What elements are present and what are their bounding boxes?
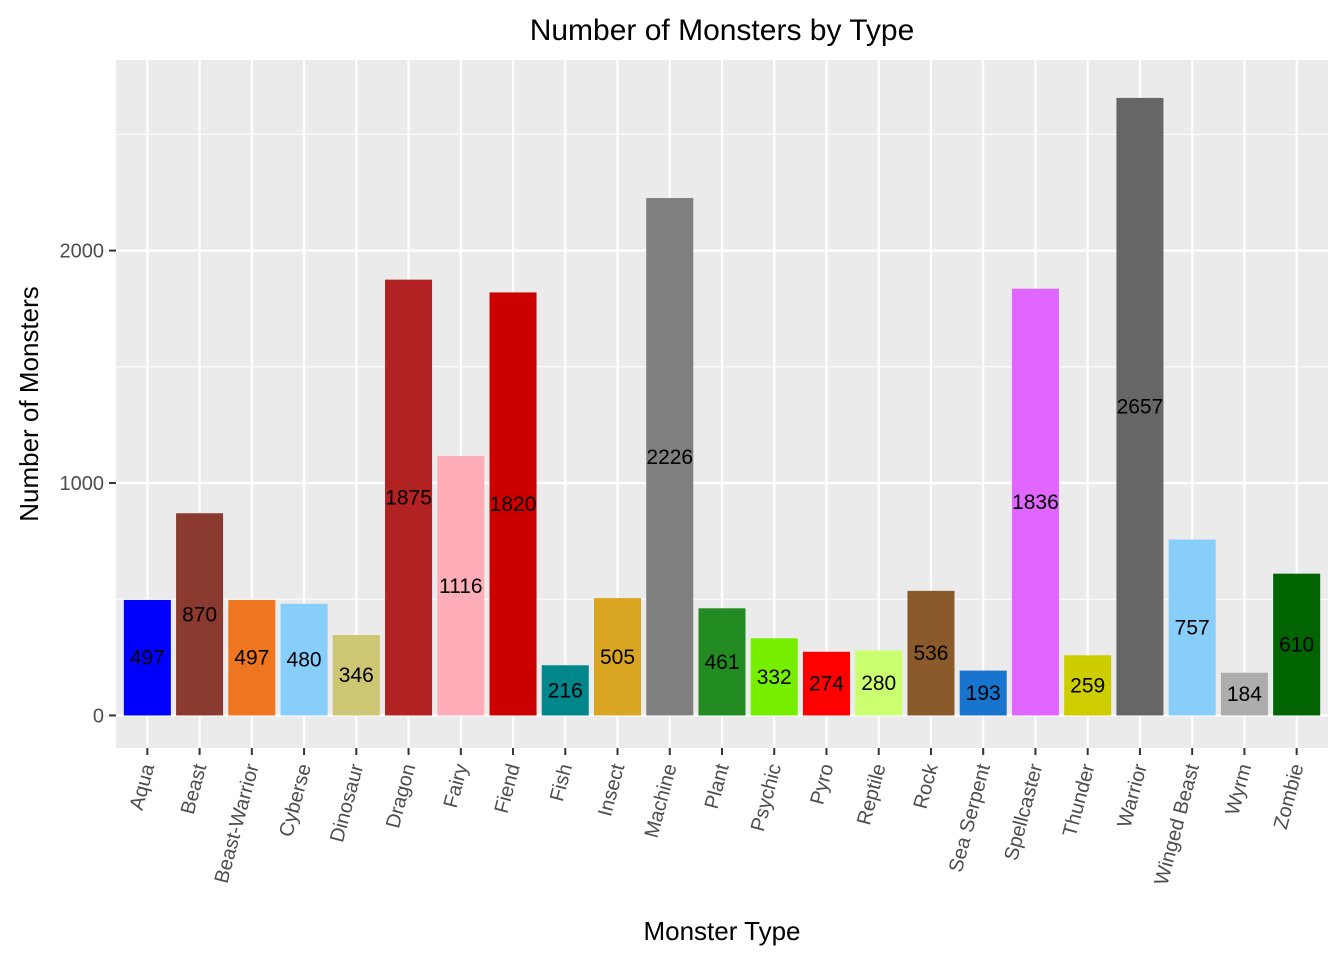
bar-value-label: 2657 [1117, 396, 1164, 419]
bar-beast [176, 513, 224, 716]
bar-value-label: 193 [966, 682, 1001, 705]
x-tick-label: Aqua [126, 761, 160, 813]
x-tick-label: Plant [701, 761, 734, 811]
bar-value-label: 259 [1070, 674, 1105, 697]
x-axis: Aqua Beast Beast-Warrior Cyberse Dinosaur Dra… [126, 748, 1309, 888]
bar-value-label: 497 [130, 647, 165, 670]
x-tick-label: Winged Beast [1151, 761, 1205, 887]
bar-fairy [437, 456, 485, 716]
bar-fish [541, 665, 589, 716]
bar-value-label: 480 [287, 649, 322, 672]
bar-winged-beast [1168, 539, 1216, 716]
bar-value-label: 610 [1279, 634, 1314, 657]
bar-labels: 497 870 497 480 346 1875 1116 1820 216 505 2226 461… [130, 396, 1314, 706]
bar-value-label: 1836 [1012, 491, 1059, 514]
bar-dinosaur [332, 635, 380, 716]
bar-psychic [750, 638, 798, 716]
bars [123, 97, 1321, 716]
x-tick-label: Beast-Warrior [211, 761, 264, 885]
x-axis-title: Monster Type [643, 916, 800, 946]
bar-beast-warrior [228, 599, 276, 716]
x-tick-label: Thunder [1059, 761, 1100, 839]
bar-value-label: 497 [234, 647, 269, 670]
bar-value-label: 461 [704, 651, 739, 674]
bar-aqua [123, 599, 171, 716]
x-tick-label: Dragon [382, 762, 420, 831]
bar-warrior [1116, 97, 1164, 716]
bar-machine [646, 198, 694, 716]
bar-value-label: 536 [913, 642, 948, 665]
bar-value-label: 184 [1227, 683, 1262, 706]
x-tick-label: Warrior [1114, 761, 1152, 830]
x-tick-label: Wyrm [1222, 762, 1257, 818]
bar-value-label: 216 [548, 679, 583, 702]
bar-plant [698, 608, 746, 716]
x-tick-label: Sea Serpent [945, 761, 995, 875]
x-tick-label: Fiend [491, 762, 525, 816]
bar-value-label: 1875 [385, 487, 432, 510]
x-tick-label: Machine [641, 762, 682, 841]
y-axis: 0 1000 2000 [60, 241, 116, 727]
bar-sea-serpent [959, 670, 1007, 716]
y-tick-label: 2000 [60, 241, 105, 263]
x-tick-label: Rock [910, 761, 943, 812]
x-tick-label: Fairy [440, 762, 473, 811]
x-tick-label: Psychic [747, 762, 786, 834]
x-tick-label: Insect [594, 761, 629, 819]
bar-value-label: 1116 [439, 575, 483, 598]
bar-value-label: 280 [861, 672, 896, 695]
bar-pyro [802, 651, 850, 716]
bar-value-label: 870 [182, 603, 217, 626]
bar-rock [907, 590, 955, 716]
y-axis-title: Number of Monsters [14, 286, 44, 522]
x-tick-label: Beast [177, 761, 212, 817]
bar-wyrm [1220, 672, 1268, 716]
x-tick-label: Zombie [1270, 762, 1309, 832]
bar-spellcaster [1011, 288, 1059, 716]
x-tick-label: Pyro [806, 762, 838, 807]
bar-value-label: 505 [600, 646, 635, 669]
bar-value-label: 346 [339, 664, 374, 687]
chart-title: Number of Monsters by Type [530, 14, 915, 47]
x-tick-label: Dinosaur [326, 761, 368, 844]
bar-cyberse [280, 603, 328, 716]
x-tick-label: Fish [546, 762, 577, 804]
bar-fiend [489, 292, 537, 716]
bar-thunder [1064, 655, 1112, 716]
x-tick-label: Spellcaster [1000, 761, 1047, 863]
y-tick-label: 0 [93, 705, 104, 727]
y-tick-label: 1000 [60, 473, 105, 495]
bar-zombie [1273, 573, 1321, 716]
bar-value-label: 2226 [646, 446, 693, 469]
x-tick-label: Reptile [853, 762, 890, 828]
bar-value-label: 274 [809, 673, 844, 696]
bar-reptile [855, 650, 903, 716]
bar-value-label: 332 [757, 666, 792, 689]
x-tick-label: Cyberse [275, 762, 316, 840]
bar-value-label: 1820 [490, 493, 537, 516]
bar-dragon [385, 279, 433, 716]
bar-value-label: 757 [1175, 616, 1210, 639]
bar-insect [594, 598, 642, 716]
